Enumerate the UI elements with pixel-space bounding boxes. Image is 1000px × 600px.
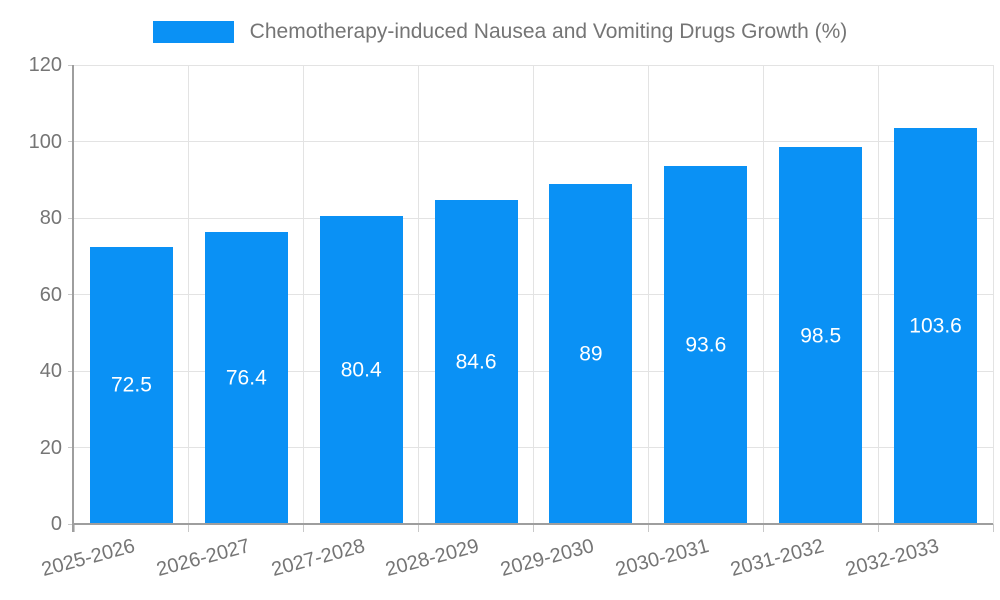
y-axis-tick-label: 80 (39, 207, 62, 229)
bar-value-label: 80.4 (340, 358, 382, 382)
y-axis-tick (68, 523, 74, 525)
x-axis-tick (647, 524, 649, 532)
bar-value-label: 76.4 (225, 366, 267, 390)
bar[interactable] (549, 183, 633, 524)
y-axis-tick-label: 100 (28, 130, 62, 153)
gridline-v (418, 65, 420, 524)
x-axis-tick-label: 2030-2031 (613, 535, 712, 582)
y-axis-tick (68, 370, 74, 372)
x-axis-tick (762, 524, 764, 532)
bar[interactable] (664, 165, 748, 524)
x-axis-tick-label: 2032-2033 (843, 535, 942, 582)
gridline-v (762, 65, 764, 524)
x-axis-tick (992, 524, 994, 532)
y-axis-tick (68, 447, 74, 448)
bar[interactable] (204, 231, 288, 524)
bar-value-label: 84.6 (455, 350, 497, 374)
bar[interactable] (894, 127, 978, 524)
x-axis-tick (533, 524, 534, 532)
bar-value-label: 93.6 (685, 333, 727, 357)
y-axis-tick (68, 217, 74, 219)
x-axis-tick (73, 524, 75, 532)
legend-swatch[interactable] (152, 21, 234, 43)
x-axis-tick-label: 2031-2032 (728, 535, 827, 582)
chart-legend: Chemotherapy-induced Nausea and Vomiting… (0, 20, 1000, 44)
x-axis-line (74, 523, 993, 525)
bar[interactable] (779, 147, 863, 524)
x-axis-tick (418, 524, 420, 532)
x-axis-tick-label: 2029-2030 (498, 535, 597, 582)
x-axis-tick (877, 524, 879, 532)
y-axis-tick-label: 0 (50, 513, 62, 535)
bar-value-label: 89 (579, 342, 603, 366)
bar-value-label: 103.6 (909, 314, 962, 338)
gridline-v (533, 65, 534, 524)
x-axis-tick-label: 2027-2028 (268, 535, 367, 582)
y-axis-tick-label: 40 (39, 360, 62, 382)
chart-title: Chemotherapy-induced Nausea and Vomiting… (249, 20, 848, 43)
y-axis-tick (68, 141, 74, 142)
gridline-v (647, 65, 649, 524)
y-axis-tick-label: 20 (39, 436, 62, 459)
gridline-v (877, 65, 879, 524)
y-axis-tick (68, 294, 74, 295)
x-axis-tick-label: 2025-2026 (39, 535, 138, 582)
gridline-v (188, 65, 190, 524)
y-axis-tick-label: 60 (39, 283, 62, 306)
gridline-v (303, 65, 305, 524)
gridline-v (992, 65, 994, 524)
bar[interactable] (434, 200, 518, 524)
x-axis-tick-label: 2028-2029 (383, 535, 482, 582)
bar[interactable] (319, 216, 403, 524)
bar-value-label: 98.5 (800, 324, 842, 348)
y-axis-tick (68, 64, 74, 66)
x-axis-tick-label: 2026-2027 (153, 535, 253, 582)
y-axis-line (72, 65, 74, 532)
x-axis-tick (188, 524, 190, 532)
y-axis-tick-label: 120 (28, 54, 62, 76)
bar-value-label: 72.5 (111, 373, 152, 397)
x-axis-tick (303, 524, 305, 532)
bar[interactable] (89, 246, 173, 524)
